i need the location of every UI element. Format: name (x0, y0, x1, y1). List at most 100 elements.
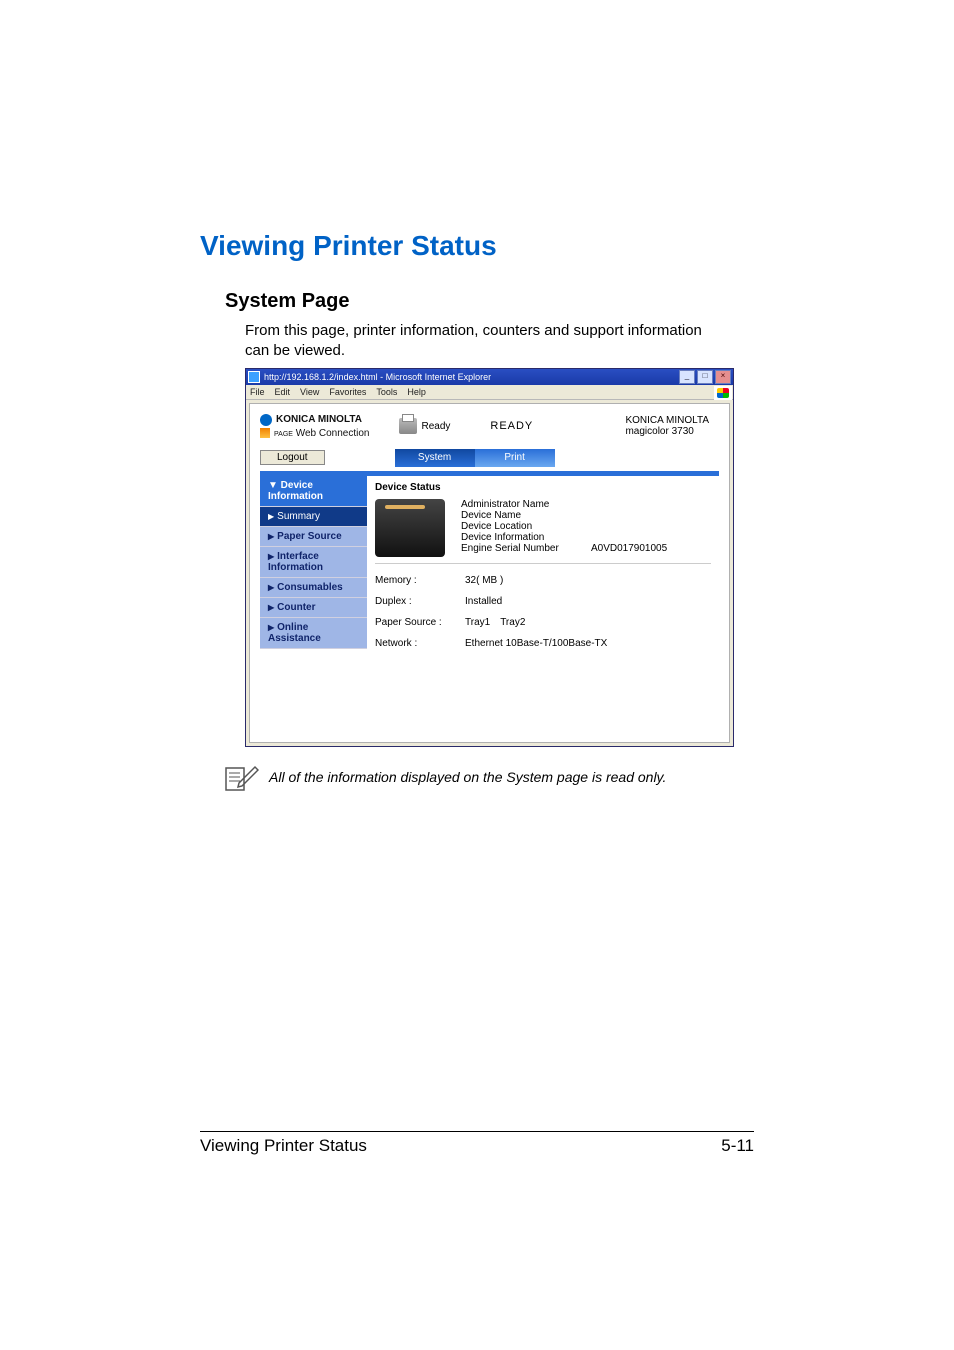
close-button[interactable]: × (715, 370, 731, 384)
note-icon (225, 765, 259, 791)
pagescope-suffix: Web Connection (296, 428, 370, 439)
tab-print[interactable]: Print (475, 449, 555, 467)
caret-icon: ▶ (268, 532, 274, 541)
footer-left: Viewing Printer Status (200, 1136, 367, 1156)
sidebar-item-label: Summary (277, 511, 320, 522)
km-logo: KONICA MINOLTA (260, 414, 369, 426)
spec-value: Installed (465, 596, 711, 607)
inner-body: ▼ Device Information ▶Summary ▶Paper Sou… (260, 471, 719, 726)
footer-separator (200, 1131, 754, 1132)
ie-throbber (714, 386, 732, 400)
summary-row: Device Location (461, 521, 711, 532)
device-text: KONICA MINOLTA magicolor 3730 (625, 415, 709, 437)
spec-row: Paper Source :Tray1 Tray2 (375, 612, 711, 633)
sidebar-item-online-assistance[interactable]: ▶Online Assistance (260, 618, 367, 649)
summary-label: Engine Serial Number (461, 543, 591, 554)
app-header: KONICA MINOLTA PAGE Web Connection Ready… (260, 408, 719, 449)
summary-value: A0VD017901005 (591, 543, 711, 554)
brand-name: KONICA MINOLTA (276, 414, 362, 425)
brand-block: KONICA MINOLTA PAGE Web Connection (260, 414, 369, 439)
page-footer: Viewing Printer Status 5-11 (200, 1136, 754, 1156)
spec-list: Memory :32( MB ) Duplex :Installed Paper… (375, 570, 711, 654)
sidebar-item-paper-source[interactable]: ▶Paper Source (260, 527, 367, 547)
ie-window: http://192.168.1.2/index.html - Microsof… (245, 368, 734, 747)
summary-row: Engine Serial NumberA0VD017901005 (461, 543, 711, 554)
summary-value (591, 510, 711, 521)
printer-photo (375, 499, 445, 557)
footer-right: 5-11 (721, 1136, 754, 1156)
caret-icon: ▶ (268, 552, 274, 561)
sidebar-item-label: Paper Source (277, 531, 341, 542)
sidebar-item-interface-info[interactable]: ▶Interface Information (260, 547, 367, 578)
device-brand: KONICA MINOLTA (625, 415, 709, 426)
sidebar-item-label: Consumables (277, 582, 343, 593)
ready-text: READY (490, 420, 533, 432)
spec-label: Duplex : (375, 596, 465, 607)
spec-row: Memory :32( MB ) (375, 570, 711, 591)
spec-row: Duplex :Installed (375, 591, 711, 612)
menu-tools[interactable]: Tools (376, 387, 397, 397)
spec-label: Memory : (375, 575, 465, 586)
menubar: File Edit View Favorites Tools Help (246, 385, 733, 400)
summary-block: Administrator Name Device Name Device Lo… (375, 499, 711, 564)
tab-system[interactable]: System (395, 449, 475, 467)
logout-row: Logout System Print (260, 449, 719, 467)
sidebar-item-label: Interface Information (268, 551, 323, 573)
summary-label: Administrator Name (461, 499, 591, 510)
spec-value: Ethernet 10Base-T/100Base-TX (465, 638, 711, 649)
sidebar-item-label: Counter (277, 602, 315, 613)
pagescope-prefix: PAGE (274, 431, 293, 438)
summary-value (591, 499, 711, 510)
sidebar-device-info[interactable]: ▼ Device Information (260, 476, 367, 507)
note-text: All of the information displayed on the … (269, 765, 666, 785)
sidebar-item-counter[interactable]: ▶Counter (260, 598, 367, 618)
summary-label: Device Information (461, 532, 591, 543)
sidebar-item-summary[interactable]: ▶Summary (260, 507, 367, 527)
menu-view[interactable]: View (300, 387, 319, 397)
maximize-button[interactable]: □ (697, 370, 713, 384)
titlebar: http://192.168.1.2/index.html - Microsof… (246, 369, 733, 385)
menu-help[interactable]: Help (407, 387, 426, 397)
ie-icon (248, 371, 260, 383)
section-heading: System Page (225, 290, 954, 313)
menu-edit[interactable]: Edit (275, 387, 291, 397)
km-globe-icon (260, 414, 272, 426)
menu-file[interactable]: File (250, 387, 265, 397)
summary-row: Device Information (461, 532, 711, 543)
spec-label: Paper Source : (375, 617, 465, 628)
summary-row: Device Name (461, 510, 711, 521)
spec-value: Tray1 Tray2 (465, 617, 711, 628)
status-text: Ready (421, 421, 450, 432)
printer-icon (399, 418, 417, 434)
sidebar-item-label: Online Assistance (268, 622, 321, 644)
caret-icon: ▶ (268, 623, 274, 632)
menu-favorites[interactable]: Favorites (329, 387, 366, 397)
minimize-button[interactable]: _ (679, 370, 695, 384)
summary-lines: Administrator Name Device Name Device Lo… (461, 499, 711, 554)
web-app: KONICA MINOLTA PAGE Web Connection Ready… (249, 403, 730, 743)
spec-value: 32( MB ) (465, 575, 711, 586)
status-area: Ready (399, 418, 450, 434)
doc-page: Viewing Printer Status System Page From … (0, 0, 954, 1156)
pagescope-icon (260, 428, 270, 438)
window-title: http://192.168.1.2/index.html - Microsof… (264, 372, 679, 382)
summary-row: Administrator Name (461, 499, 711, 510)
caret-icon: ▶ (268, 583, 274, 592)
pagescope-logo: PAGE Web Connection (260, 428, 369, 439)
intro-text: From this page, printer information, cou… (245, 321, 725, 362)
sidebar-item-consumables[interactable]: ▶Consumables (260, 578, 367, 598)
tabs: System Print (395, 449, 555, 467)
caret-icon: ▶ (268, 512, 274, 521)
summary-label: Device Location (461, 521, 591, 532)
note-block: All of the information displayed on the … (225, 765, 735, 791)
spec-label: Network : (375, 638, 465, 649)
summary-label: Device Name (461, 510, 591, 521)
device-model: magicolor 3730 (625, 426, 709, 437)
logout-button[interactable]: Logout (260, 450, 325, 465)
spec-row: Network :Ethernet 10Base-T/100Base-TX (375, 633, 711, 654)
summary-value (591, 532, 711, 543)
content-pane: KONICA MINOLTA PAGE Web Connection Ready… (246, 400, 733, 746)
main-pane: Device Status Administrator Name Device … (367, 476, 719, 726)
page-heading: Viewing Printer Status (200, 230, 954, 262)
summary-value (591, 521, 711, 532)
